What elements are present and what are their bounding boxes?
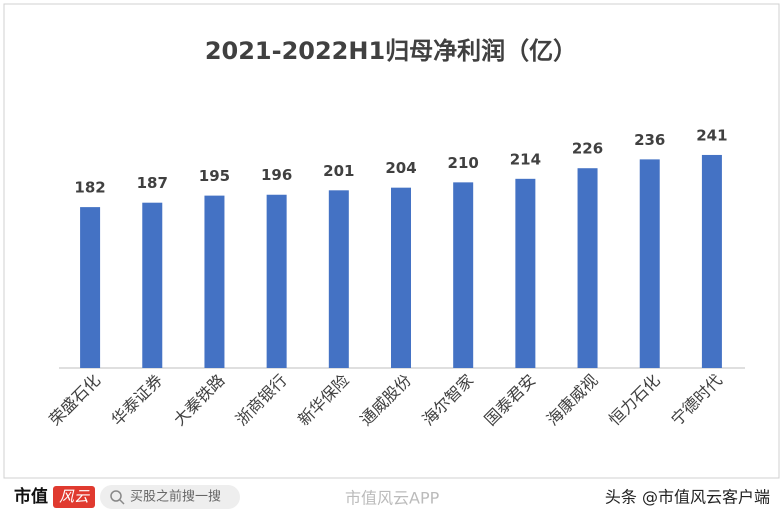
data-label: 182	[74, 179, 105, 197]
bar	[515, 178, 536, 368]
data-label: 241	[696, 126, 727, 144]
bar	[453, 182, 474, 368]
bar	[391, 187, 411, 368]
data-label: 201	[323, 162, 354, 180]
data-label: 226	[572, 140, 603, 158]
watermark: 市值风云APP	[345, 489, 440, 508]
data-label: 195	[199, 167, 230, 185]
bar	[577, 168, 598, 368]
logo-box	[53, 486, 95, 508]
bar	[701, 154, 722, 368]
bar	[266, 194, 287, 368]
data-label: 204	[385, 159, 416, 177]
bar	[80, 207, 101, 368]
logo-mark: 风云	[59, 488, 90, 506]
search-icon	[110, 490, 122, 502]
data-label: 187	[137, 174, 168, 192]
search-text: 买股之前搜一搜	[130, 489, 221, 505]
data-label: 214	[510, 150, 541, 168]
chart-title: 2021-2022H1归母净利润（亿）	[205, 37, 577, 65]
data-label: 236	[634, 131, 665, 149]
bar	[639, 159, 660, 368]
search-box[interactable]	[100, 485, 240, 509]
bar	[142, 202, 163, 368]
logo-text: 市值	[14, 486, 48, 507]
credit: 头条 @市值风云客户端	[605, 488, 770, 507]
data-label: 196	[261, 166, 292, 184]
search-icon-handle	[119, 499, 125, 505]
bar	[204, 195, 225, 368]
data-label: 210	[448, 154, 479, 172]
footer: 市值 风云 买股之前搜一搜 市值风云APP 头条 @市值风云客户端	[14, 485, 770, 509]
bar	[328, 190, 349, 368]
